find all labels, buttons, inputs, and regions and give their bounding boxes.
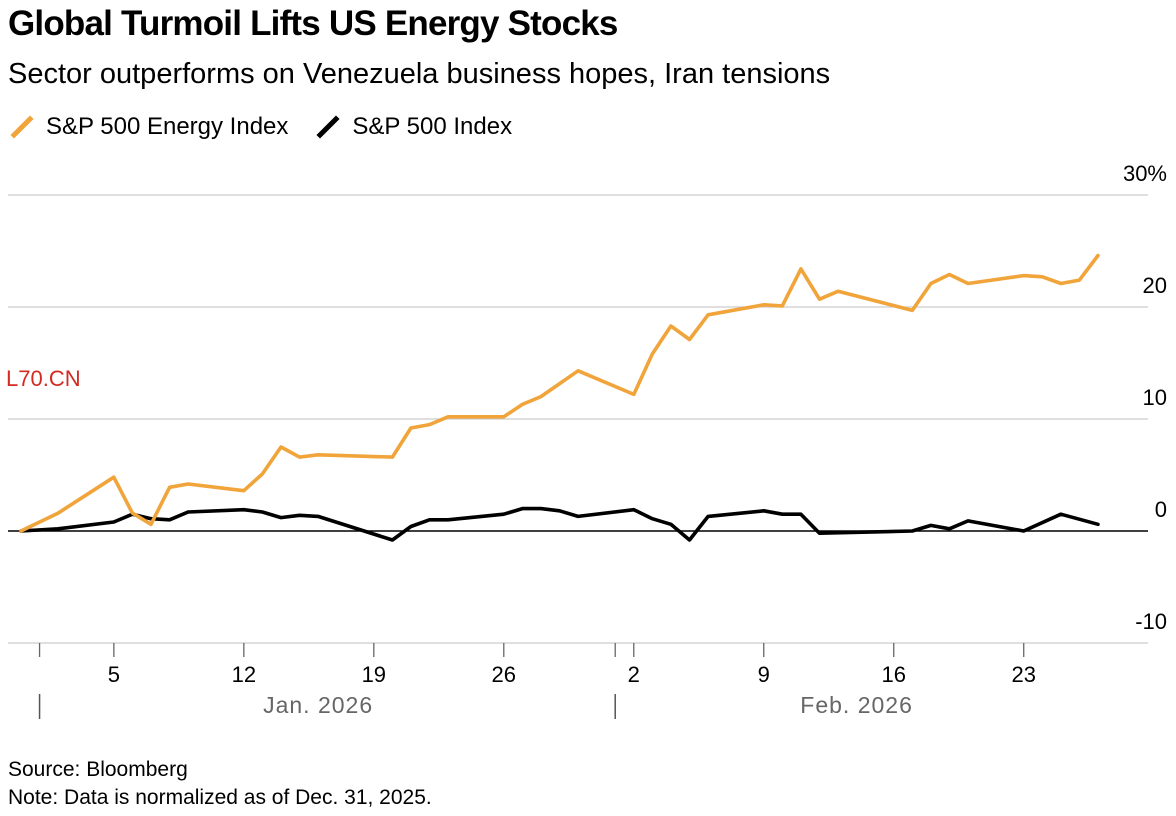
chart-title: Global Turmoil Lifts US Energy Stocks xyxy=(8,4,618,43)
y-tick-label: 10 xyxy=(1143,385,1167,410)
source-note: Source: Bloomberg xyxy=(8,758,188,781)
legend-label-sp500: S&P 500 Index xyxy=(352,113,513,140)
series-line-sp500-index xyxy=(19,506,1100,542)
x-tick-label: 2 xyxy=(628,662,640,687)
x-tick-label: 12 xyxy=(232,662,256,687)
chart-subtitle: Sector outperforms on Venezuela business… xyxy=(8,58,831,90)
x-tick-label: 5 xyxy=(108,662,120,687)
legend-swatch-sp500 xyxy=(316,115,340,139)
series-line-energy-index xyxy=(19,253,1100,533)
y-tick-label: 0 xyxy=(1155,497,1167,522)
month-label: Jan. 2026 xyxy=(263,692,373,718)
normalization-note: Note: Data is normalized as of Dec. 31, … xyxy=(8,786,432,809)
x-tick-label: 23 xyxy=(1011,662,1035,687)
legend-swatch-energy xyxy=(10,115,34,139)
y-tick-label: 30% xyxy=(1123,161,1167,186)
y-tick-label: -10 xyxy=(1135,609,1167,634)
x-tick-label: 26 xyxy=(492,662,516,687)
x-tick-label: 16 xyxy=(881,662,905,687)
watermark: L70.CN xyxy=(6,366,81,391)
legend-label-energy: S&P 500 Energy Index xyxy=(46,113,289,140)
y-tick-label: 20 xyxy=(1143,273,1167,298)
chart-legend: S&P 500 Energy Index S&P 500 Index xyxy=(10,110,540,144)
x-tick-label: 19 xyxy=(362,662,386,687)
legend-item-energy: S&P 500 Energy Index xyxy=(10,113,288,141)
month-label: Feb. 2026 xyxy=(800,692,913,718)
x-tick-label: 9 xyxy=(758,662,770,687)
legend-item-sp500: S&P 500 Index xyxy=(316,113,512,141)
